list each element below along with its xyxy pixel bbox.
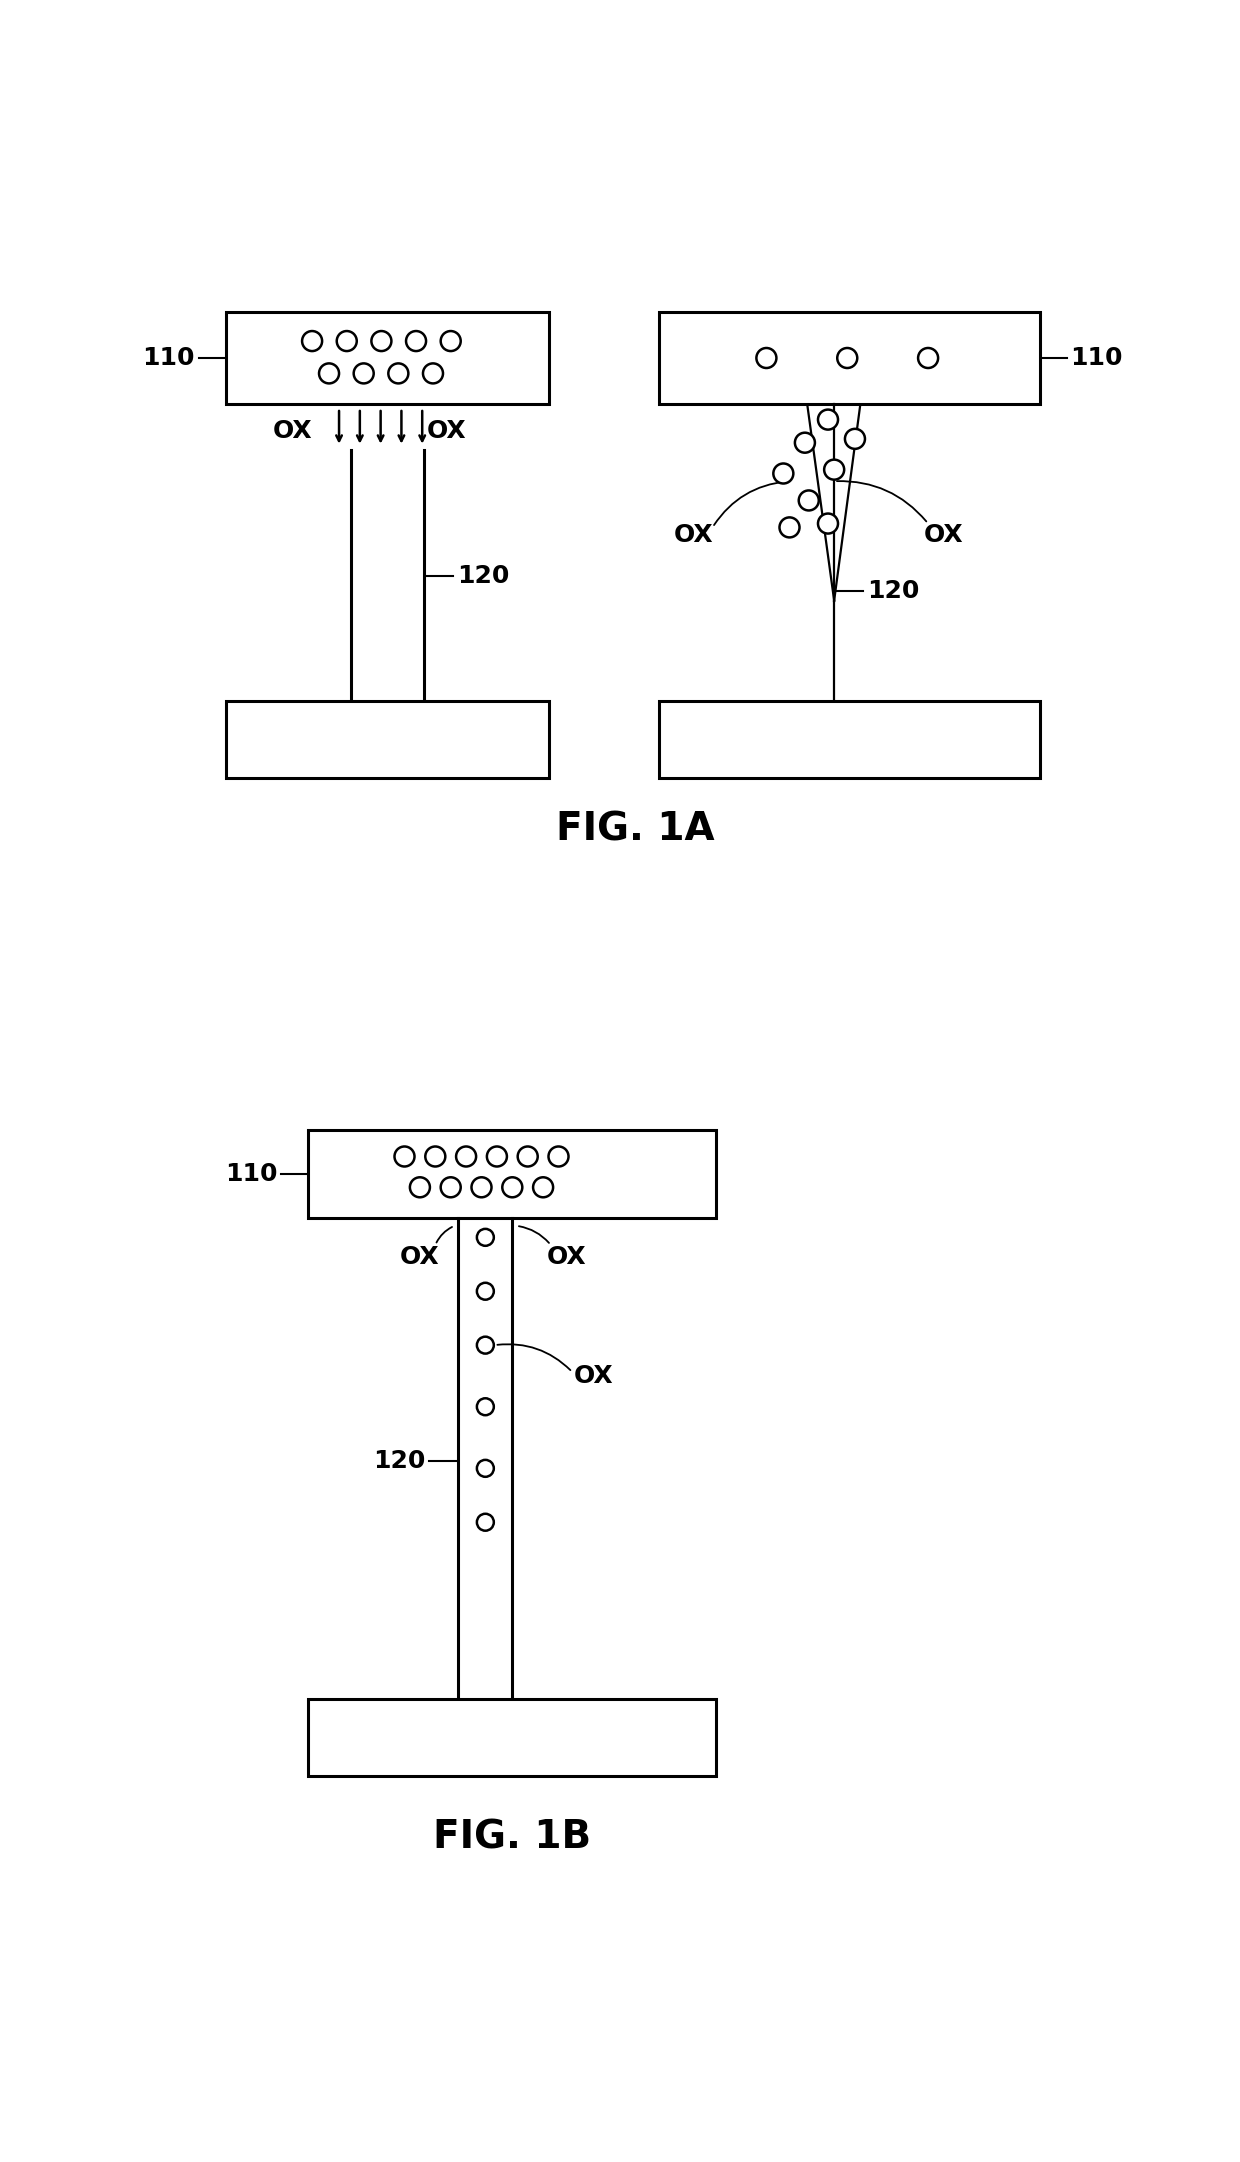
Circle shape <box>844 428 866 450</box>
Circle shape <box>440 331 461 350</box>
Circle shape <box>477 1513 494 1531</box>
Circle shape <box>410 1178 430 1198</box>
Circle shape <box>477 1459 494 1477</box>
Bar <box>658 700 1040 778</box>
Text: OX: OX <box>574 1364 614 1388</box>
Circle shape <box>548 1146 568 1167</box>
Circle shape <box>303 331 322 350</box>
Bar <box>309 1129 717 1217</box>
Text: 110: 110 <box>143 346 195 370</box>
Text: 110: 110 <box>1070 346 1123 370</box>
Circle shape <box>337 331 357 350</box>
Circle shape <box>533 1178 553 1198</box>
Circle shape <box>837 348 857 368</box>
Text: OX: OX <box>273 419 312 443</box>
Bar <box>309 1699 717 1777</box>
Circle shape <box>477 1282 494 1299</box>
Circle shape <box>502 1178 522 1198</box>
Circle shape <box>774 463 794 484</box>
Circle shape <box>319 363 339 383</box>
Circle shape <box>756 348 776 368</box>
Circle shape <box>423 363 443 383</box>
Circle shape <box>795 432 815 452</box>
Circle shape <box>425 1146 445 1167</box>
Circle shape <box>353 363 373 383</box>
Circle shape <box>477 1228 494 1245</box>
Circle shape <box>487 1146 507 1167</box>
Circle shape <box>818 515 838 534</box>
Circle shape <box>471 1178 491 1198</box>
Circle shape <box>456 1146 476 1167</box>
Circle shape <box>372 331 392 350</box>
Circle shape <box>477 1336 494 1353</box>
Circle shape <box>388 363 408 383</box>
Circle shape <box>799 491 818 510</box>
Text: 120: 120 <box>867 579 920 603</box>
Circle shape <box>780 517 800 538</box>
Circle shape <box>440 1178 461 1198</box>
Text: OX: OX <box>547 1245 587 1269</box>
Bar <box>226 700 549 778</box>
Text: OX: OX <box>427 419 466 443</box>
Text: 120: 120 <box>373 1449 425 1472</box>
Circle shape <box>517 1146 538 1167</box>
Bar <box>658 311 1040 404</box>
Text: OX: OX <box>924 523 963 547</box>
Text: FIG. 1A: FIG. 1A <box>557 811 714 848</box>
Circle shape <box>818 409 838 430</box>
Circle shape <box>394 1146 414 1167</box>
Circle shape <box>405 331 427 350</box>
Text: OX: OX <box>401 1245 440 1269</box>
Bar <box>226 311 549 404</box>
Text: FIG. 1B: FIG. 1B <box>433 1818 591 1857</box>
Circle shape <box>825 461 844 480</box>
Circle shape <box>477 1399 494 1416</box>
Text: OX: OX <box>673 523 713 547</box>
Circle shape <box>918 348 939 368</box>
Text: 110: 110 <box>224 1161 278 1185</box>
Text: 120: 120 <box>456 564 510 588</box>
